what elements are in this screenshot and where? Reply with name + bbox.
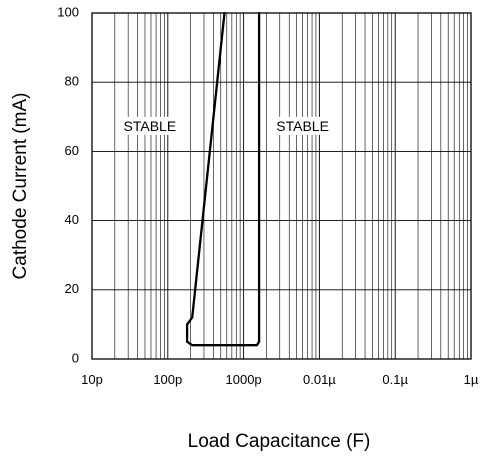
region-label-background	[120, 116, 180, 135]
x-tick-labels: 10p 100p 1000p 0.01µ 0.1µ 1µ	[81, 372, 479, 387]
plot-frame	[91, 12, 472, 360]
x-tick-label: 100p	[153, 372, 182, 387]
x-tick-label: 0.01µ	[303, 372, 336, 387]
y-tick-label: 100	[57, 4, 79, 19]
y-tick-label: 40	[65, 212, 79, 227]
x-tick-label: 0.1µ	[382, 372, 408, 387]
y-tick-label: 20	[65, 281, 79, 296]
region-labels: STABLE STABLE	[120, 116, 332, 135]
y-tick-label: 0	[72, 350, 79, 365]
region-label-stable: STABLE	[276, 118, 329, 134]
region-label-stable: STABLE	[124, 118, 177, 134]
x-axis-title: Load Capacitance (F)	[188, 431, 371, 452]
x-tick-label: 1µ	[464, 372, 479, 387]
x-tick-label: 1000p	[226, 372, 262, 387]
y-tick-labels: 0 20 40 60 80 100	[57, 4, 79, 365]
grid	[91, 12, 471, 360]
x-tick-label: 10p	[81, 372, 103, 387]
region-label-background	[273, 116, 332, 135]
y-tick-label: 80	[65, 74, 79, 89]
stability-boundary-line	[185, 11, 261, 347]
y-tick-label: 60	[65, 143, 79, 158]
y-axis-title: Cathode Current (mA)	[10, 93, 31, 280]
